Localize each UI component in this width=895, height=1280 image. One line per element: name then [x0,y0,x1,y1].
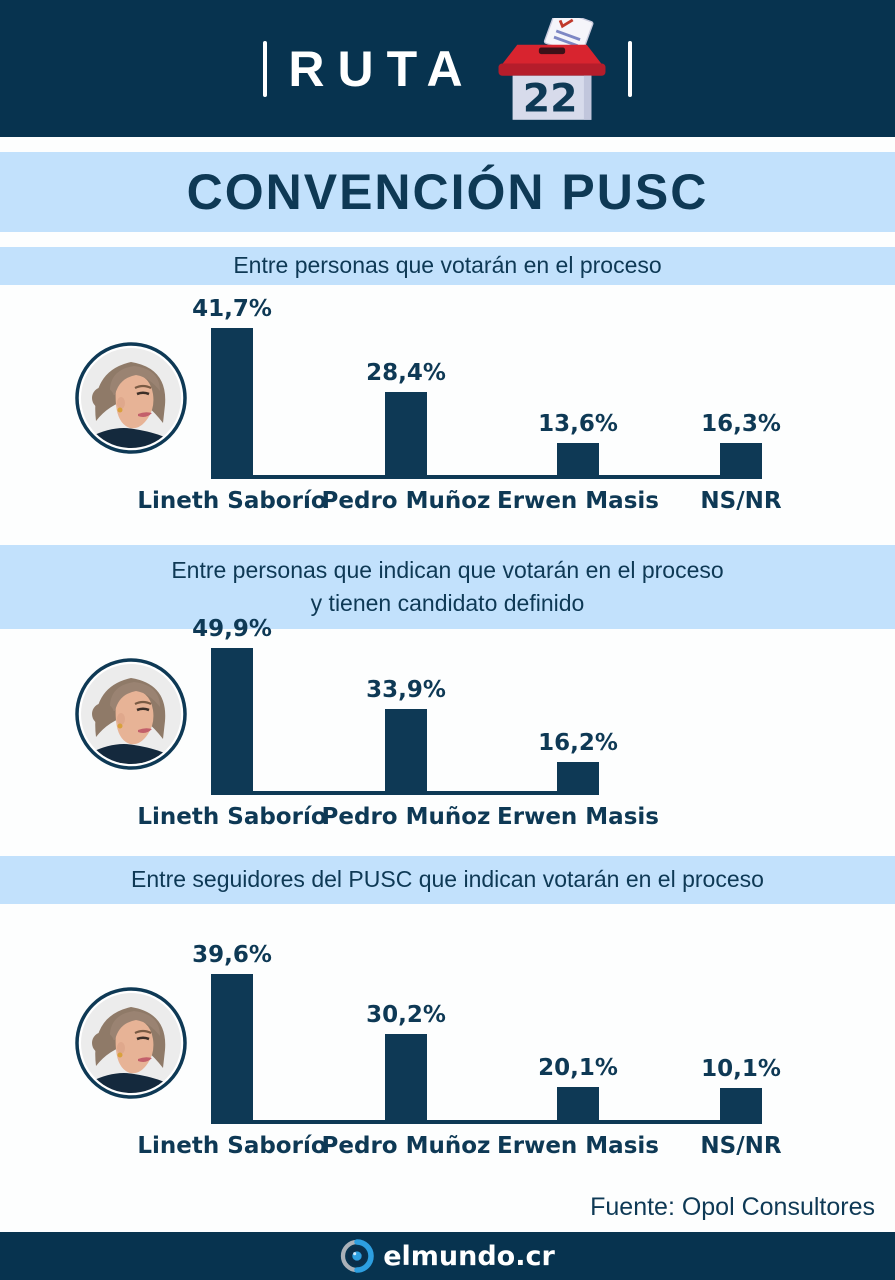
bar-column-3-3: 20,1% [503,1055,653,1123]
bar-column-2-3: 16,2% [503,730,653,794]
section-heading: Entre personas que indican que votarán e… [0,545,895,629]
bar-column-3-4: 10,1% [666,1056,816,1123]
ballot-box-icon: 22 [491,8,613,124]
bar-value-label: 20,1% [538,1055,618,1081]
bar-value-label: 41,7% [192,296,272,322]
chart-plot: 39,6% Lineth Saborío 30,2% Pedro Muñoz 20,1%… [0,904,895,1182]
category-label: Lineth Saborío [137,488,327,514]
chart-section: Entre personas que votarán en el proceso [0,247,895,545]
logo-number: 22 [522,75,577,121]
bar [211,648,253,794]
ruta22-logo: RUTA 22 [263,8,632,124]
logo-brand-text: RUTA [288,40,476,97]
section-heading-line: y tienen candidato definido [310,590,585,616]
elmundo-eye-icon [340,1239,374,1273]
logo-divider-bar-left [263,40,268,97]
footer-brand-text: elmundo.cr [383,1240,555,1272]
source-text: Fuente: Opol Consultores [590,1192,875,1221]
bar-column-1-4: 16,3% [666,411,816,478]
bar-column-1-1: 41,7% [157,296,307,478]
category-label: Lineth Saborío [137,1133,327,1159]
bar-column-1-2: 28,4% [331,360,481,478]
bar-value-label: 28,4% [366,360,446,386]
category-label: Pedro Muñoz [321,1133,491,1159]
bar-value-label: 30,2% [366,1002,446,1028]
bar [557,762,599,794]
category-label: NS/NR [700,488,782,514]
bar [557,443,599,478]
section-heading: Entre personas que votarán en el proceso [0,247,895,285]
bar-value-label: 16,2% [538,730,618,756]
bar-value-label: 33,9% [366,677,446,703]
bar-value-label: 39,6% [192,942,272,968]
category-label: Erwen Masis [497,804,659,830]
section-heading: Entre seguidores del PUSC que indican vo… [0,856,895,904]
bar [720,443,762,478]
bar [720,1088,762,1123]
axis-baseline [211,475,762,479]
category-label: Pedro Muñoz [321,488,491,514]
bar [211,974,253,1123]
section-heading-line: Entre personas que votarán en el proceso [233,252,662,279]
charts-host: Entre personas que votarán en el proceso [0,247,895,1182]
axis-baseline [211,1120,762,1124]
spacer [0,232,895,247]
category-label: NS/NR [700,1133,782,1159]
chart-plot: 49,9% Lineth Saborío 33,9% Pedro Muñoz 16,2%… [0,616,895,856]
chart-plot: 41,7% Lineth Saborío 28,4% Pedro Muñoz 13,6%… [0,285,895,545]
bar [211,328,253,478]
bar-value-label: 49,9% [192,616,272,642]
bar [557,1087,599,1123]
bar-column-3-2: 30,2% [331,1002,481,1123]
chart-section: Entre personas que indican que votarán e… [0,545,895,856]
title-band: CONVENCIÓN PUSC [0,152,895,232]
candidate-photo [74,657,188,771]
section-heading-line: Entre seguidores del PUSC que indican vo… [131,866,764,893]
bar-value-label: 16,3% [701,411,781,437]
bar-column-3-1: 39,6% [157,942,307,1123]
logo-divider-bar-right [627,40,632,97]
bar-value-label: 13,6% [538,411,618,437]
bar [385,1034,427,1123]
bar-column-2-2: 33,9% [331,677,481,794]
chart-section: Entre seguidores del PUSC que indican vo… [0,856,895,1182]
category-label: Erwen Masis [497,1133,659,1159]
bar-column-2-1: 49,9% [157,616,307,794]
category-label: Pedro Muñoz [321,804,491,830]
spacer [0,137,895,152]
source-row: Fuente: Opol Consultores [0,1182,895,1232]
header: RUTA 22 [0,0,895,137]
candidate-photo [74,341,188,455]
bar-value-label: 10,1% [701,1056,781,1082]
bar [385,709,427,794]
bar-column-1-3: 13,6% [503,411,653,478]
page-title: CONVENCIÓN PUSC [186,164,709,220]
category-label: Lineth Saborío [137,804,327,830]
bar [385,392,427,478]
candidate-photo [74,986,188,1100]
footer: elmundo.cr [0,1232,895,1280]
section-heading-line: Entre personas que indican que votarán e… [171,556,724,583]
category-label: Erwen Masis [497,488,659,514]
